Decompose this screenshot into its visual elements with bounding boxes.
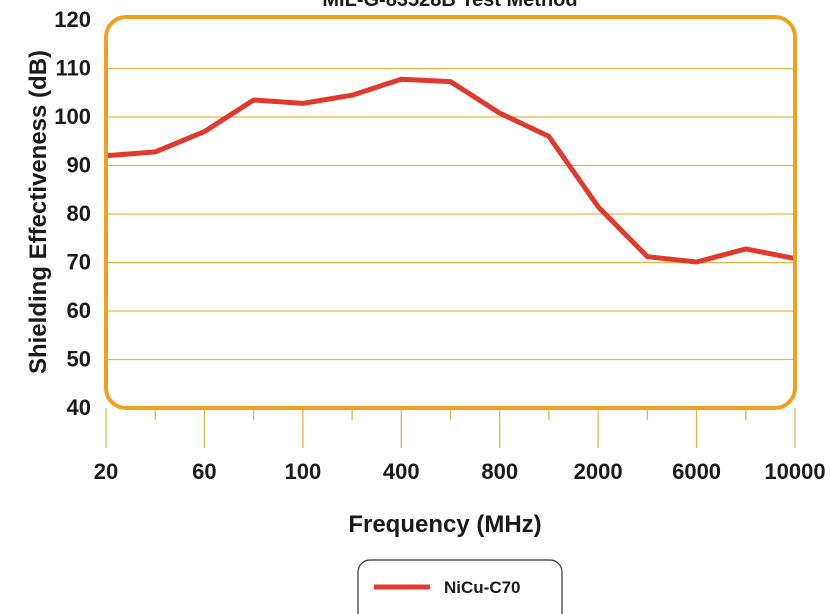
series-layer bbox=[105, 76, 796, 265]
y-axis-title: Shielding Effectiveness (dB) bbox=[25, 50, 52, 374]
y-tick-label-90: 90 bbox=[67, 153, 91, 178]
grid-lines bbox=[106, 67, 795, 361]
plot-frame bbox=[104, 15, 797, 410]
y-tick-label-80: 80 bbox=[67, 201, 91, 226]
x-tick-label-10000: 10000 bbox=[764, 459, 825, 484]
x-axis-ticks bbox=[105, 408, 796, 448]
legend-label-nicu-c70: NiCu-C70 bbox=[444, 578, 521, 597]
y-tick-label-50: 50 bbox=[67, 347, 91, 372]
x-tick-label-100: 100 bbox=[284, 459, 321, 484]
x-tick-label-800: 800 bbox=[481, 459, 518, 484]
y-tick-label-110: 110 bbox=[56, 56, 92, 81]
legend: NiCu-C70 bbox=[357, 559, 563, 614]
x-axis-title: Frequency (MHz) bbox=[348, 511, 541, 538]
x-tick-label-2000: 2000 bbox=[574, 459, 623, 484]
y-tick-label-60: 60 bbox=[67, 298, 91, 323]
y-tick-label-70: 70 bbox=[67, 250, 91, 275]
y-tick-label-120: 120 bbox=[54, 7, 91, 32]
y-tick-label-100: 100 bbox=[54, 104, 91, 129]
x-tick-label-20: 20 bbox=[94, 459, 118, 484]
series-line-0 bbox=[105, 76, 796, 265]
x-tick-label-60: 60 bbox=[192, 459, 216, 484]
y-axis-tick-labels: 40 50 60 70 80 90 100 110 120 bbox=[54, 7, 91, 420]
x-axis-tick-labels: 20 60 100 400 800 2000 6000 10000 bbox=[94, 459, 826, 484]
legend-box bbox=[357, 559, 563, 614]
x-tick-label-400: 400 bbox=[383, 459, 420, 484]
x-tick-label-6000: 6000 bbox=[672, 459, 721, 484]
y-tick-label-40: 40 bbox=[67, 395, 91, 420]
chart-title: MIL-G-83528B Test Method bbox=[322, 0, 577, 11]
